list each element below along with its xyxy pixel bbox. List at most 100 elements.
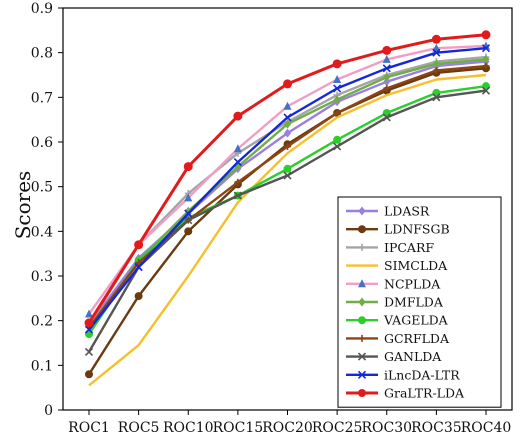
series-line <box>88 73 487 387</box>
data-point <box>284 119 291 129</box>
y-axis-title: Scores <box>11 171 35 240</box>
data-point <box>134 263 143 272</box>
data-point <box>382 64 391 73</box>
data-point <box>332 59 342 69</box>
data-point <box>333 74 342 83</box>
y-tick-label: 0.1 <box>31 358 53 374</box>
y-tick-label: 0.6 <box>31 135 53 151</box>
x-tick-label: ROC40 <box>461 420 512 436</box>
legend-label: DMFLDA <box>384 295 444 310</box>
x-tick-label: ROC10 <box>163 420 214 436</box>
legend-label: SIMCLDA <box>384 258 448 273</box>
x-tick-label: ROC30 <box>361 420 412 436</box>
data-point <box>284 128 291 138</box>
series-simclda <box>88 73 487 387</box>
data-point <box>382 45 392 55</box>
legend-label: GraLTR-LDA <box>384 386 465 401</box>
data-point <box>283 164 292 173</box>
data-point <box>432 93 441 102</box>
legend: LDASR LDNFSGB IPCARF SIMCLDA NCPLDA DMFLDA VAG… <box>337 196 502 408</box>
data-point <box>432 48 441 57</box>
data-point <box>357 370 367 379</box>
legend-label: NCPLDA <box>384 276 441 291</box>
y-tick-label: 0.3 <box>31 269 53 285</box>
data-point <box>358 243 366 251</box>
data-point <box>382 54 391 63</box>
data-point <box>482 62 490 70</box>
data-point <box>283 79 292 89</box>
data-point <box>481 44 491 53</box>
data-point <box>333 135 342 144</box>
x-tick-label: ROC25 <box>312 420 363 436</box>
data-point <box>183 162 193 172</box>
x-tick-label: ROC35 <box>411 420 462 436</box>
y-tick-label: 0.8 <box>31 46 53 62</box>
y-tick-label: 0.9 <box>31 1 53 17</box>
x-tick-label: ROC1 <box>68 420 110 436</box>
legend-label: LDNFSGB <box>384 222 450 237</box>
data-point <box>333 95 341 105</box>
legend-item: LDASR <box>346 204 430 219</box>
legend-label: GANLDA <box>384 349 442 364</box>
data-point <box>333 84 342 93</box>
series-graltr-lda <box>84 30 491 328</box>
legend-label: GCRFLDA <box>384 331 450 346</box>
data-point <box>85 309 93 318</box>
data-point <box>284 142 291 150</box>
data-point <box>481 86 491 95</box>
data-point <box>233 111 243 121</box>
data-point <box>383 72 391 82</box>
series-ilncda-ltr <box>84 44 491 334</box>
data-point <box>382 113 391 122</box>
x-tick-label: ROC5 <box>118 420 160 436</box>
data-point <box>184 206 192 216</box>
series-ncplda <box>85 41 490 318</box>
data-point <box>184 193 193 202</box>
legend-item: IPCARF <box>346 240 434 255</box>
data-point <box>283 171 292 180</box>
data-point <box>358 297 366 307</box>
data-point <box>233 144 242 153</box>
legend-item: DMFLDA <box>346 295 444 310</box>
data-point <box>134 292 143 301</box>
data-point <box>184 227 193 236</box>
data-point <box>431 34 441 44</box>
x-tick-label: ROC20 <box>262 420 313 436</box>
y-tick-label: 0.7 <box>31 90 53 106</box>
legend-label: iLncDA-LTR <box>384 367 460 382</box>
data-point <box>283 101 292 110</box>
data-point <box>84 318 94 328</box>
data-point <box>383 84 391 92</box>
data-point <box>84 347 94 356</box>
legend-item: NCPLDA <box>346 276 441 291</box>
y-tick-label: 0 <box>44 403 53 419</box>
data-point <box>233 191 242 200</box>
data-point <box>135 259 143 267</box>
data-point <box>358 206 366 216</box>
x-tick-label: ROC15 <box>213 420 264 436</box>
data-point <box>333 142 342 151</box>
data-point <box>85 370 93 379</box>
legend-item: GCRFLDA <box>346 331 450 346</box>
data-point <box>283 113 292 122</box>
data-point <box>234 178 242 186</box>
legend-label: VAGELDA <box>383 313 449 328</box>
data-point <box>358 334 366 342</box>
data-point <box>84 325 94 334</box>
legend-item: GraLTR-LDA <box>346 386 465 401</box>
data-point <box>481 30 491 40</box>
legend-label: LDASR <box>384 204 430 219</box>
legend-item: iLncDA-LTR <box>346 367 460 382</box>
series-ganlda <box>84 86 491 356</box>
legend-item: LDNFSGB <box>346 222 450 237</box>
y-tick-label: 0.5 <box>31 180 53 196</box>
legend-label: IPCARF <box>384 240 434 255</box>
legend-item: GANLDA <box>346 349 442 364</box>
data-point <box>358 389 366 397</box>
legend-item: VAGELDA <box>346 313 449 328</box>
y-tick-label: 0.4 <box>31 224 53 240</box>
data-point <box>358 225 366 234</box>
